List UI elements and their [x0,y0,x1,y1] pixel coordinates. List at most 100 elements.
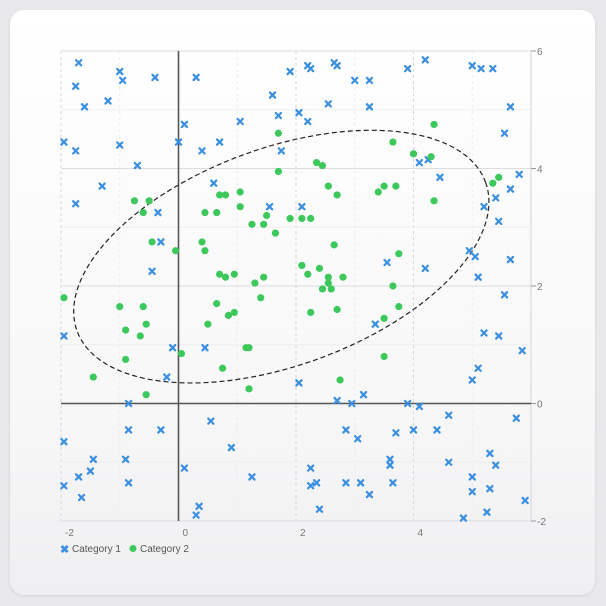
point-category-1 [359,390,368,399]
point-stroke [342,479,350,487]
point-stroke [324,100,333,108]
point-category-2 [221,191,230,199]
point-category-1 [104,97,112,105]
point-category-1 [286,67,294,76]
point-category-1 [433,426,441,434]
point-category-1 [227,443,236,452]
point-stroke [353,435,362,443]
point-stroke [433,426,441,434]
point-stroke [312,479,321,487]
point-category-2 [318,161,327,170]
point-category-1 [459,514,468,522]
point-stroke [116,141,124,149]
point-stroke [295,379,303,387]
y-tick-label: 2 [537,282,543,293]
point-category-1 [353,435,362,443]
point-category-2 [60,294,68,302]
point-category-1 [521,496,529,505]
series-1 [60,56,529,522]
point-category-2 [248,220,256,228]
point-category-1 [445,458,453,466]
point-category-2 [230,308,238,317]
point-category-1 [342,426,350,434]
point-stroke [518,346,526,355]
point-category-1 [124,479,133,487]
point-category-2 [236,203,244,211]
point-category-2 [315,264,324,272]
point-category-1 [468,487,476,496]
point-category-1 [157,426,165,434]
point-category-1 [277,147,286,155]
point-category-1 [506,103,515,111]
point-stroke [409,426,418,434]
point-category-2 [274,129,282,137]
point-stroke [512,414,521,422]
point-stroke [365,103,374,111]
point-category-1 [154,208,162,217]
point-stroke [506,103,515,111]
point-category-1 [315,505,324,513]
point-stroke [459,514,468,522]
point-category-1 [474,273,482,281]
point-category-1 [365,490,374,499]
point-stroke [148,267,156,276]
point-category-2 [307,308,315,317]
point-stroke [124,399,133,408]
point-stroke [306,482,315,490]
point-category-1 [124,426,133,434]
point-stroke [180,464,189,472]
x-tick-label: -2 [65,528,74,539]
point-stroke [277,147,286,155]
point-stroke [74,473,83,481]
point-category-2 [427,153,435,161]
point-stroke [86,467,95,475]
x-tick-label: 4 [418,528,424,539]
point-category-2 [330,241,338,249]
data-points [60,56,529,522]
point-category-1 [118,76,127,85]
point-category-1 [71,200,80,208]
ellipse-layer [73,129,490,384]
point-category-1 [60,138,68,146]
legend-item-category-1[interactable]: ✖ Category 1 [60,544,121,556]
point-stroke [348,399,356,408]
point-category-1 [492,194,500,202]
point-category-1 [236,117,244,126]
point-stroke [480,202,488,211]
point-category-1 [351,76,359,85]
point-stroke [480,329,488,337]
point-stroke [489,64,497,73]
point-stroke [468,487,476,496]
point-stroke [403,399,412,408]
point-category-2 [324,182,332,190]
point-category-2 [327,285,335,293]
point-category-1 [148,267,156,276]
point-category-1 [77,493,86,502]
point-category-1 [324,100,333,108]
point-category-2 [177,349,186,358]
point-category-2 [89,373,97,381]
point-stroke [192,73,200,82]
point-category-2 [430,197,438,205]
point-stroke [506,255,515,264]
point-category-1 [268,91,277,99]
x-tick-label: 2 [300,528,306,539]
point-stroke [468,473,476,481]
point-stroke [215,138,224,146]
point-stroke [118,76,127,85]
point-category-1 [192,73,200,82]
point-category-1 [356,479,365,487]
legend-item-category-2[interactable]: Category 2 [129,544,190,555]
point-category-2 [139,302,147,311]
point-category-1 [515,170,523,179]
point-stroke [124,479,133,487]
point-stroke [474,273,482,281]
point-category-2 [224,311,233,319]
point-category-1 [60,437,68,446]
point-category-1 [121,455,130,464]
point-category-2 [116,302,124,311]
point-category-1 [494,217,503,226]
point-category-2 [201,208,209,217]
point-category-1 [403,64,412,73]
point-category-1 [494,332,503,340]
